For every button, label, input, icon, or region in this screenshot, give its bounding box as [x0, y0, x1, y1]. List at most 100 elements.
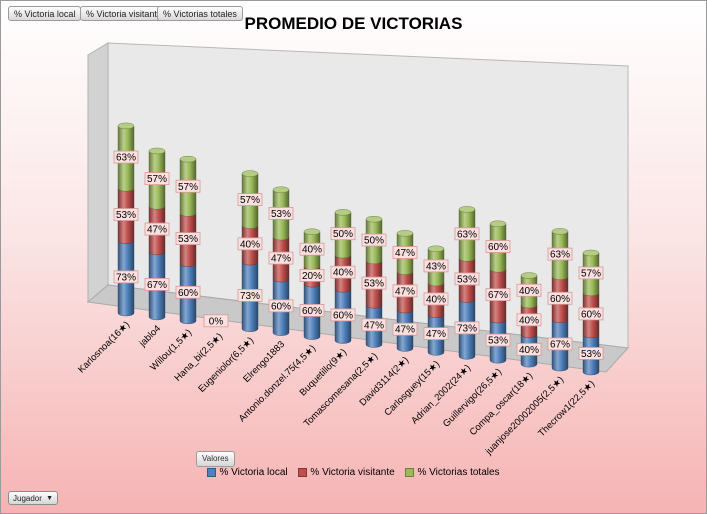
data-label: 53%	[457, 274, 477, 285]
bar-cap-totales	[520, 272, 538, 279]
data-label-box	[454, 321, 480, 335]
data-label: 63%	[550, 250, 570, 261]
data-label: 73%	[116, 272, 136, 283]
data-label: 47%	[426, 329, 446, 340]
data-label-box	[578, 347, 604, 360]
data-label: 40%	[519, 315, 539, 326]
bar-cap-totales	[427, 245, 445, 252]
data-label-box	[299, 242, 325, 256]
jugador-label: Jugador	[13, 494, 42, 503]
bar-cap-totales	[458, 206, 476, 213]
data-label: 40%	[240, 239, 260, 250]
data-label: 53%	[178, 234, 198, 245]
data-label: 47%	[147, 225, 167, 236]
data-label: 53%	[488, 336, 508, 347]
data-label-box	[144, 172, 170, 186]
bar-cap-totales	[334, 209, 352, 216]
field-button-victorias-totales[interactable]: % Victorias totales	[157, 6, 243, 21]
data-label-box	[330, 265, 356, 279]
data-label: 73%	[457, 323, 477, 334]
bar-cap-totales	[148, 147, 166, 155]
data-label: 60%	[302, 306, 322, 317]
data-label: 57%	[147, 174, 167, 185]
data-label-box	[237, 237, 263, 251]
jugador-row-button[interactable]: Jugador ▼	[8, 491, 58, 505]
data-label-box	[547, 337, 573, 351]
data-label-box	[547, 291, 573, 305]
bar-cap-totales	[551, 228, 569, 235]
data-label: 50%	[333, 229, 353, 240]
data-label: 53%	[271, 209, 291, 220]
data-label: 40%	[426, 294, 446, 305]
data-label-box	[516, 342, 542, 356]
data-label-box	[175, 179, 201, 193]
data-label: 53%	[116, 210, 136, 221]
data-label-box	[392, 322, 418, 336]
data-label-box	[485, 240, 511, 253]
data-label: 53%	[581, 349, 601, 360]
data-label-box	[330, 308, 356, 322]
data-label-box	[144, 278, 170, 291]
bar-cap-totales	[272, 186, 290, 193]
data-label-box	[392, 246, 418, 259]
data-label: 60%	[488, 242, 508, 253]
data-label-box	[361, 318, 387, 332]
data-label-box	[175, 285, 201, 299]
data-label-box	[578, 307, 604, 321]
data-label-box	[547, 247, 573, 261]
field-button-victoria-local[interactable]: % Victoria local	[8, 6, 82, 21]
data-label: 47%	[395, 325, 415, 336]
data-label: 63%	[457, 229, 477, 240]
data-label: 50%	[364, 236, 384, 247]
data-label: 60%	[550, 294, 570, 305]
data-label-box	[423, 327, 449, 341]
data-label: 40%	[333, 268, 353, 279]
data-label-box	[299, 269, 325, 282]
chart-title: PROMEDIO DE VICTORIAS	[244, 14, 463, 33]
data-label-box	[454, 272, 480, 286]
valores-filter-button[interactable]: Valores	[196, 451, 235, 467]
legend-item-visitante: % Victoria visitante	[298, 467, 395, 478]
data-label: 40%	[519, 286, 539, 297]
category-label: Compa_oscar(18★)	[468, 370, 536, 438]
data-label-box	[392, 284, 418, 298]
data-label: 57%	[581, 268, 601, 279]
data-label-box	[330, 227, 356, 241]
bar-cap-totales	[117, 122, 135, 130]
data-label-box	[237, 193, 263, 206]
data-label-box	[113, 208, 139, 221]
data-label-box	[237, 289, 263, 302]
data-label-box	[268, 251, 294, 265]
legend-swatch-local	[207, 467, 217, 477]
data-label: 60%	[581, 309, 601, 320]
data-label-box	[516, 283, 542, 297]
data-label-box	[454, 227, 480, 241]
bar-cap-totales	[241, 170, 259, 177]
data-label: 63%	[116, 153, 136, 164]
data-label: 60%	[333, 310, 353, 321]
data-label: 57%	[240, 195, 260, 206]
data-label-box	[203, 314, 229, 328]
bar-cap-totales	[365, 215, 383, 223]
legend-label-visitante: % Victoria visitante	[310, 467, 395, 478]
data-label-box	[361, 233, 387, 247]
bar-cap-totales	[179, 155, 197, 163]
data-label: 47%	[271, 254, 291, 265]
data-label: 47%	[395, 286, 415, 297]
category-label: Adrian_2002(24★)	[409, 363, 473, 427]
data-label: 47%	[395, 248, 415, 259]
chart-legend: % Victoria local % Victoria visitante % …	[0, 467, 707, 478]
legend-label-totales: % Victorias totales	[417, 467, 500, 478]
data-label: 20%	[302, 271, 322, 282]
data-label-box	[113, 150, 139, 164]
bar-cap-totales	[582, 249, 600, 257]
data-label: 67%	[147, 280, 167, 291]
bar-cap-totales	[396, 230, 414, 237]
legend-item-local: % Victoria local	[207, 467, 288, 478]
data-label: 60%	[178, 288, 198, 299]
data-label: 67%	[550, 339, 570, 350]
data-label: 57%	[178, 182, 198, 193]
data-label: 73%	[240, 291, 260, 302]
data-label-box	[175, 232, 201, 245]
